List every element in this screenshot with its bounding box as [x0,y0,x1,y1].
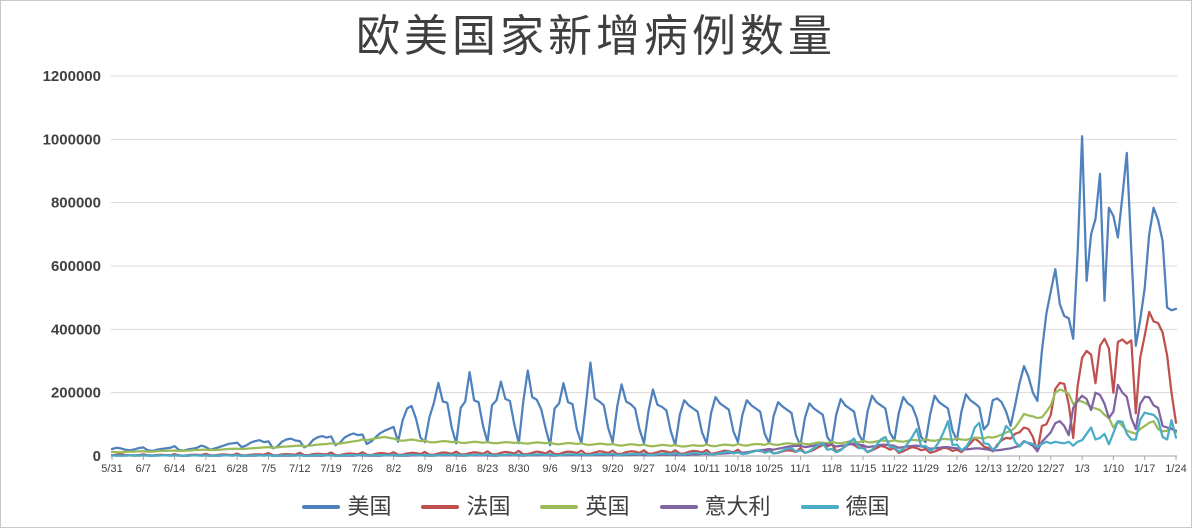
series-line-germany [110,411,1178,457]
x-axis-tick-label: 7/5 [261,463,276,475]
x-axis-tick-label: 8/16 [446,463,467,475]
x-axis-tick-label: 1/3 [1074,463,1089,475]
x-axis-tick-label: 1/17 [1134,463,1155,475]
series-line-france [110,310,1178,457]
legend-label-italy: 意大利 [704,494,771,519]
x-axis-tick-label: 1/10 [1103,463,1124,475]
legend-item-france: 法国 [421,495,510,519]
x-axis-tick-label: 6/14 [164,463,185,475]
legend-label-usa: 美国 [347,494,392,519]
legend-swatch-uk [540,505,579,509]
legend: 美国 法国 英国 意大利 德国 [1,495,1191,519]
x-axis-tick-label: 9/20 [602,463,623,475]
x-axis-tick-label: 9/13 [571,463,592,475]
y-axis-tick-label: 1000000 [43,131,101,148]
x-axis-tick-label: 1/24 [1165,463,1186,475]
y-axis-tick-label: 1200000 [43,68,101,85]
legend-label-uk: 英国 [585,494,630,519]
x-axis-tick-label: 11/15 [850,463,877,475]
series-line-uk [110,388,1178,454]
x-axis-tick-label: 9/27 [633,463,654,475]
y-axis-tick-label: 600000 [51,258,101,275]
legend-swatch-germany [800,505,839,509]
x-axis-tick-label: 12/13 [974,463,1002,475]
x-axis-tick-label: 8/2 [386,463,401,475]
legend-item-germany: 德国 [800,494,890,519]
y-axis-tick-label: 800000 [51,195,101,212]
series-line-usa [110,135,1178,453]
x-axis-tick-label: 12/27 [1037,463,1065,475]
x-axis-tick-label: 10/18 [724,463,752,475]
x-axis-tick-label: 8/9 [417,463,432,475]
x-axis-tick-label: 12/6 [946,463,967,475]
x-axis-tick-label: 6/21 [195,463,216,475]
y-axis-tick-label: 200000 [51,385,101,402]
legend-swatch-usa [302,505,341,509]
x-axis-tick-label: 6/7 [136,463,151,475]
x-axis-tick-label: 5/31 [101,463,122,475]
x-axis-tick-label: 8/23 [477,463,498,475]
x-axis-tick-label: 7/12 [289,463,310,475]
x-axis-tick-label: 8/30 [508,463,529,475]
y-axis-tick-label: 0 [93,448,101,465]
legend-label-germany: 德国 [845,494,890,519]
legend-swatch-italy [659,505,698,509]
x-axis-tick-label: 9/6 [542,463,557,475]
x-axis-tick-label: 11/1 [790,463,811,475]
legend-label-france: 法国 [466,494,511,519]
y-axis-tick-label: 400000 [51,321,101,338]
x-axis-tick-label: 11/8 [821,463,842,475]
x-axis-tick-label: 11/29 [912,463,939,475]
x-axis-tick-label: 10/4 [665,463,686,475]
x-axis-tick-label: 10/25 [755,463,783,475]
x-axis-tick-label: 11/22 [881,463,908,475]
x-axis-tick-label: 6/28 [226,463,247,475]
legend-item-italy: 意大利 [659,494,771,519]
legend-swatch-france [421,505,460,509]
legend-item-usa: 美国 [302,495,391,519]
chart-title: 欧美国家新增病例数量 [356,12,836,61]
x-axis-tick-label: 10/11 [693,463,720,475]
legend-item-uk: 英国 [540,494,630,519]
x-axis-tick-label: 7/26 [352,463,373,475]
x-axis-tick-label: 12/20 [1006,463,1034,475]
x-axis-tick-label: 7/19 [320,463,341,475]
